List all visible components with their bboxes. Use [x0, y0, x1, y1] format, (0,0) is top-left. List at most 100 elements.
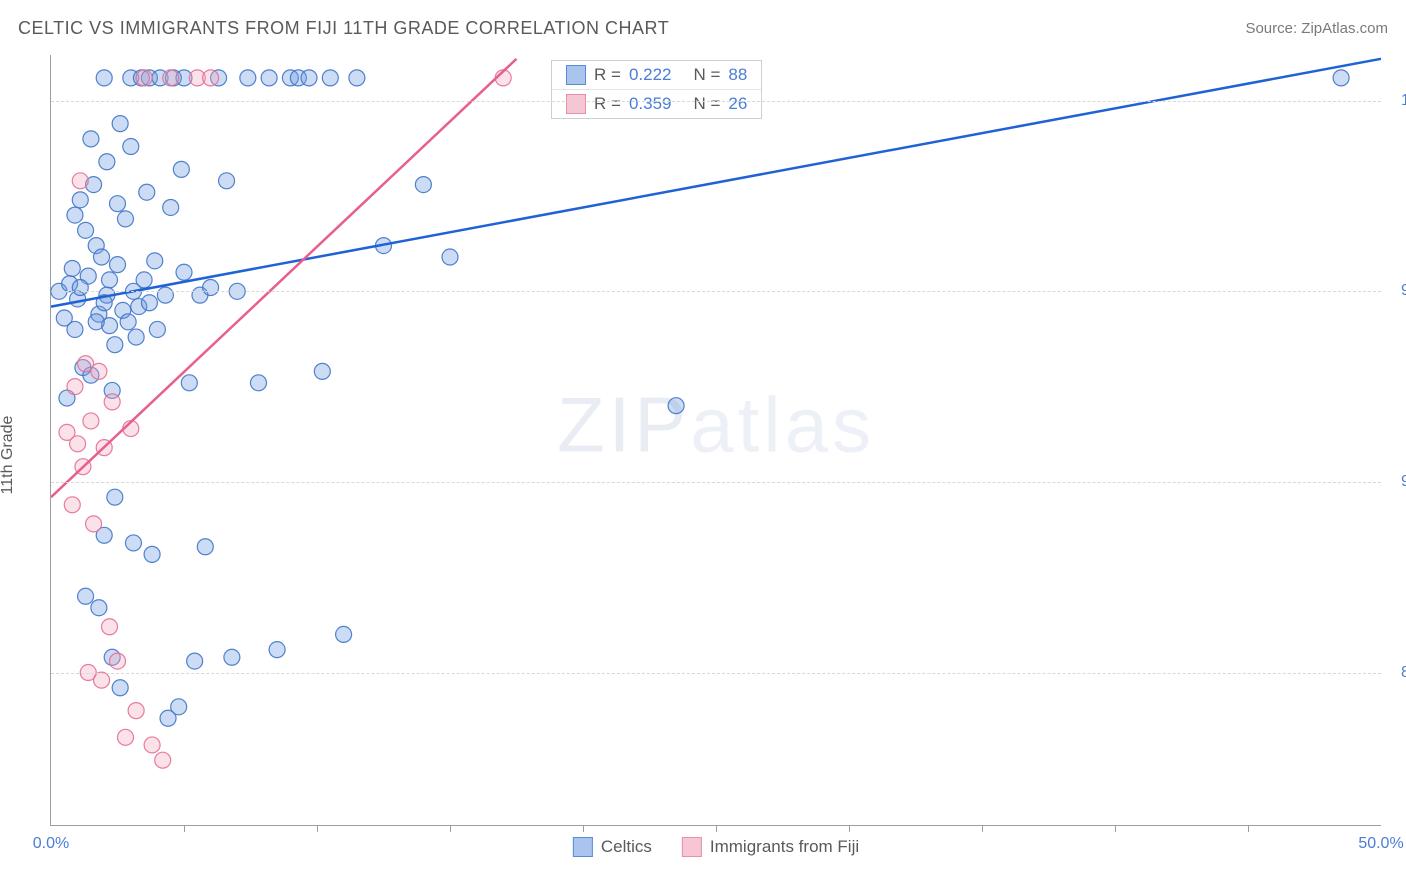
data-point	[128, 703, 144, 719]
r-value: 0.222	[629, 65, 672, 85]
data-point	[128, 329, 144, 345]
chart-svg	[51, 55, 1381, 825]
data-point	[163, 199, 179, 215]
x-tick	[1248, 825, 1249, 832]
data-point	[112, 680, 128, 696]
x-tick	[982, 825, 983, 832]
data-point	[144, 737, 160, 753]
data-point	[301, 70, 317, 86]
y-tick-label: 95.0%	[1399, 282, 1406, 300]
x-tick	[583, 825, 584, 832]
data-point	[72, 192, 88, 208]
data-point	[442, 249, 458, 265]
data-point	[83, 131, 99, 147]
data-point	[203, 280, 219, 296]
legend-item: Immigrants from Fiji	[682, 837, 859, 857]
r-value: 0.359	[629, 94, 672, 114]
data-point	[269, 642, 285, 658]
data-point	[136, 272, 152, 288]
plot-area: ZIPatlas R = 0.222N = 88R = 0.359N = 26 …	[50, 55, 1381, 826]
x-tick	[849, 825, 850, 832]
bottom-legend: Celtics Immigrants from Fiji	[565, 837, 867, 857]
data-point	[102, 272, 118, 288]
data-point	[86, 516, 102, 532]
n-label: N =	[693, 65, 720, 85]
data-point	[136, 70, 152, 86]
data-point	[110, 257, 126, 273]
data-point	[91, 363, 107, 379]
data-point	[171, 699, 187, 715]
data-point	[668, 398, 684, 414]
n-label: N =	[693, 94, 720, 114]
gridline	[51, 291, 1381, 292]
data-point	[70, 436, 86, 452]
x-tick-label: 0.0%	[33, 835, 69, 853]
x-tick	[450, 825, 451, 832]
y-tick-label: 100.0%	[1399, 92, 1406, 110]
stat-row: R = 0.222 N = 88	[552, 61, 761, 89]
stat-row: R = 0.359N = 26	[552, 89, 761, 118]
data-point	[72, 173, 88, 189]
data-point	[147, 253, 163, 269]
data-point	[91, 600, 107, 616]
data-point	[94, 672, 110, 688]
x-tick	[1115, 825, 1116, 832]
data-point	[322, 70, 338, 86]
data-point	[163, 70, 179, 86]
data-point	[99, 154, 115, 170]
data-point	[173, 161, 189, 177]
data-point	[149, 321, 165, 337]
x-tick-label: 50.0%	[1358, 835, 1403, 853]
data-point	[181, 375, 197, 391]
data-point	[261, 70, 277, 86]
data-point	[102, 619, 118, 635]
gridline	[51, 673, 1381, 674]
data-point	[415, 177, 431, 193]
data-point	[336, 626, 352, 642]
data-point	[64, 260, 80, 276]
x-tick	[317, 825, 318, 832]
data-point	[110, 196, 126, 212]
y-tick-label: 85.0%	[1399, 664, 1406, 682]
data-point	[78, 222, 94, 238]
data-point	[64, 497, 80, 513]
source-label: Source: ZipAtlas.com	[1245, 20, 1388, 37]
legend-swatch	[573, 837, 593, 857]
data-point	[120, 314, 136, 330]
n-value: 26	[728, 94, 747, 114]
data-point	[67, 321, 83, 337]
data-point	[117, 211, 133, 227]
x-tick	[716, 825, 717, 832]
data-point	[83, 413, 99, 429]
legend-swatch	[566, 94, 586, 114]
data-point	[187, 653, 203, 669]
gridline	[51, 482, 1381, 483]
data-point	[123, 138, 139, 154]
data-point	[219, 173, 235, 189]
data-point	[1333, 70, 1349, 86]
data-point	[139, 184, 155, 200]
data-point	[96, 70, 112, 86]
x-tick	[184, 825, 185, 832]
legend-item: Celtics	[573, 837, 652, 857]
r-label: R =	[594, 65, 621, 85]
legend-label: Immigrants from Fiji	[710, 837, 859, 857]
data-point	[107, 489, 123, 505]
data-point	[155, 752, 171, 768]
data-point	[110, 653, 126, 669]
data-point	[314, 363, 330, 379]
data-point	[104, 394, 120, 410]
y-axis-label: 11th Grade	[0, 416, 17, 495]
data-point	[88, 314, 104, 330]
data-point	[349, 70, 365, 86]
data-point	[125, 535, 141, 551]
legend-label: Celtics	[601, 837, 652, 857]
data-point	[94, 249, 110, 265]
stat-legend: R = 0.222 N = 88R = 0.359 N = 26	[551, 60, 762, 119]
data-point	[141, 295, 157, 311]
data-point	[112, 116, 128, 132]
n-value: 88	[728, 65, 747, 85]
legend-swatch	[682, 837, 702, 857]
data-point	[157, 287, 173, 303]
data-point	[67, 207, 83, 223]
